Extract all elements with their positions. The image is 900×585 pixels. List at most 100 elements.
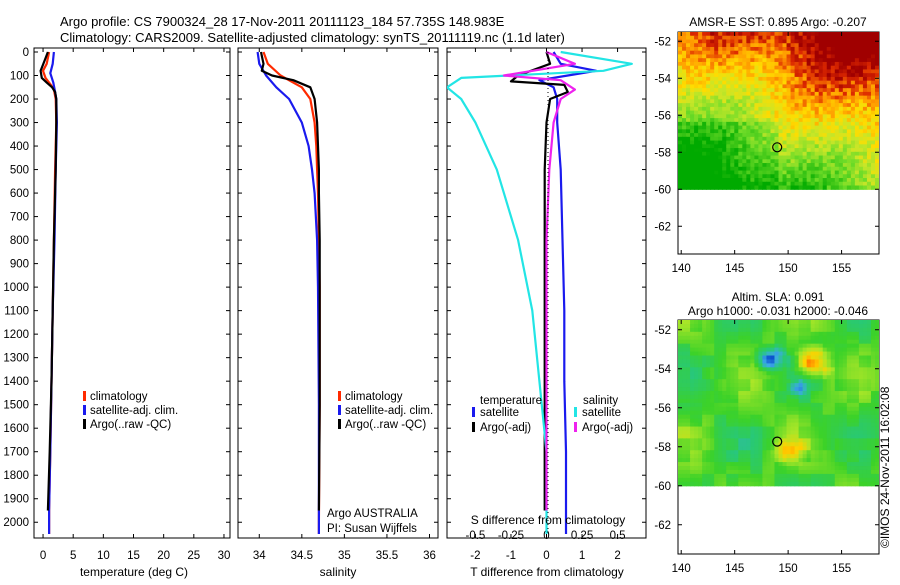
- heatmap-cell: [678, 155, 683, 160]
- heatmap-cell: [810, 181, 816, 187]
- heatmap-cell: [858, 434, 864, 439]
- heatmap-cell: [778, 61, 784, 67]
- heatmap-cell: [858, 406, 864, 412]
- heatmap-cell: [690, 323, 695, 329]
- heatmap-cell: [778, 371, 784, 376]
- heatmap-cell: [702, 73, 707, 78]
- heatmap-cell: [814, 426, 820, 432]
- difference-legend: temperaturesatelliteArgo(-adj)salinitysa…: [472, 395, 633, 434]
- heatmap-cell: [866, 351, 872, 357]
- heatmap-cell: [690, 398, 695, 404]
- heatmap-cell: [854, 335, 860, 341]
- heatmap-cell: [750, 121, 755, 127]
- heatmap-cell: [790, 426, 796, 432]
- heatmap-cell: [826, 39, 832, 44]
- heatmap-cell: [802, 320, 808, 325]
- heatmap-cell: [858, 347, 864, 353]
- heatmap-cell: [842, 80, 848, 86]
- heatmap-cell: [758, 103, 764, 108]
- heatmap-cell: [826, 343, 832, 349]
- heatmap-cell: [786, 339, 792, 345]
- heatmap-cell: [690, 43, 695, 48]
- heatmap-cell: [766, 103, 772, 108]
- heatmap-cell: [714, 178, 719, 183]
- heatmap-cell: [710, 371, 715, 376]
- heatmap-cell: [686, 61, 691, 67]
- heatmap-cell: [818, 121, 824, 127]
- heatmap-cell: [870, 387, 876, 392]
- heatmap-cell: [690, 69, 695, 74]
- heatmap-cell: [746, 363, 751, 368]
- heatmap-cell: [718, 379, 723, 384]
- heatmap-cell: [698, 331, 703, 337]
- heatmap-cell: [726, 473, 731, 479]
- heatmap-cell: [770, 387, 776, 392]
- heatmap-cell: [870, 61, 876, 67]
- heatmap-cell: [734, 73, 739, 78]
- heatmap-cell: [686, 133, 691, 138]
- heatmap-cell: [742, 379, 747, 384]
- heatmap-cell: [782, 65, 788, 71]
- heatmap-cell: [682, 170, 687, 175]
- heatmap-cell: [790, 371, 796, 376]
- heatmap-cell: [822, 446, 828, 451]
- depth-tick-label: 1900: [3, 494, 29, 506]
- heatmap-cell: [766, 339, 772, 345]
- heatmap-cell: [818, 481, 824, 487]
- heatmap-cell: [698, 163, 703, 168]
- heatmap-cell: [866, 371, 872, 376]
- heatmap-cell: [718, 99, 723, 104]
- heatmap-cell: [810, 106, 816, 112]
- heatmap-cell: [718, 473, 723, 479]
- heatmap-cell: [706, 65, 711, 71]
- heatmap-cell: [742, 398, 747, 404]
- heatmap-cell: [770, 32, 776, 37]
- heatmap-cell: [806, 39, 812, 44]
- heatmap-cell: [874, 43, 879, 48]
- heatmap-cell: [690, 58, 695, 63]
- heatmap-cell: [874, 166, 879, 172]
- heatmap-cell: [722, 163, 727, 168]
- heatmap-cell: [766, 469, 772, 475]
- heatmap-cell: [850, 35, 856, 41]
- heatmap-cell: [858, 359, 864, 365]
- heatmap-cell: [722, 430, 727, 436]
- heatmap-cell: [710, 185, 715, 190]
- heatmap-cell: [730, 343, 735, 349]
- heatmap-cell: [806, 446, 812, 451]
- heatmap-cell: [826, 454, 832, 459]
- heatmap-cell: [854, 114, 860, 119]
- heatmap-cell: [810, 466, 816, 471]
- heatmap-cell: [866, 46, 872, 52]
- heatmap-cell: [842, 140, 848, 145]
- heatmap-cell: [858, 129, 864, 134]
- heatmap-cell: [838, 151, 844, 157]
- heatmap-cell: [694, 35, 699, 41]
- heatmap-cell: [718, 462, 723, 467]
- heatmap-cell: [854, 391, 860, 396]
- heatmap-cell: [702, 95, 707, 100]
- heatmap-cell: [830, 110, 836, 115]
- heatmap-cell: [850, 363, 856, 368]
- heatmap-cell: [862, 32, 868, 37]
- heatmap-cell: [814, 35, 820, 41]
- heatmap-cell: [750, 58, 755, 63]
- heatmap-cell: [738, 466, 743, 471]
- heatmap-cell: [726, 32, 731, 37]
- heatmap-cell: [830, 418, 836, 424]
- heatmap-cell: [698, 367, 703, 372]
- heatmap-cell: [766, 430, 772, 436]
- heatmap-cell: [774, 185, 780, 190]
- heatmap-cell: [842, 61, 848, 67]
- heatmap-cell: [730, 99, 735, 104]
- heatmap-cell: [722, 343, 727, 349]
- heatmap-cell: [734, 398, 739, 404]
- heatmap-cell: [850, 391, 856, 396]
- heatmap-cell: [814, 430, 820, 436]
- heatmap-cell: [698, 114, 703, 119]
- heatmap-cell: [874, 343, 879, 349]
- heatmap-cell: [838, 477, 844, 483]
- heatmap-cell: [758, 339, 764, 345]
- heatmap-cell: [774, 371, 780, 376]
- legend-label: satellite-adj. clim.: [90, 405, 178, 417]
